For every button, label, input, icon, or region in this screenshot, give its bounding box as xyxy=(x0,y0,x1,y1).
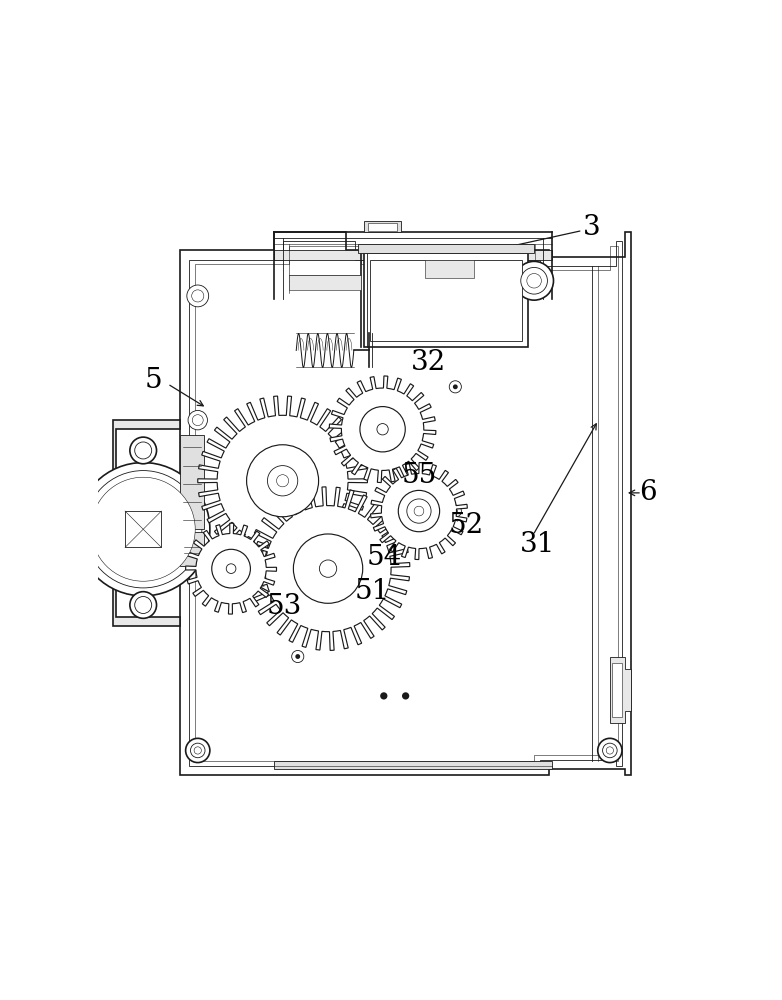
Circle shape xyxy=(603,743,617,758)
Bar xyxy=(125,511,161,547)
Circle shape xyxy=(191,743,205,758)
Text: 54: 54 xyxy=(367,544,402,571)
Circle shape xyxy=(267,466,298,496)
Circle shape xyxy=(292,650,304,663)
Text: 52: 52 xyxy=(449,512,484,539)
Circle shape xyxy=(380,692,387,700)
Circle shape xyxy=(402,692,409,700)
Circle shape xyxy=(521,267,547,294)
Circle shape xyxy=(377,424,388,435)
Circle shape xyxy=(407,499,431,523)
Circle shape xyxy=(515,261,554,300)
Text: 5: 5 xyxy=(145,367,163,394)
Bar xyxy=(425,260,474,278)
Bar xyxy=(289,275,361,290)
Circle shape xyxy=(77,463,210,596)
Circle shape xyxy=(453,384,457,389)
Bar xyxy=(180,435,204,529)
Polygon shape xyxy=(246,487,410,650)
Circle shape xyxy=(296,654,300,659)
Circle shape xyxy=(293,534,363,603)
Circle shape xyxy=(277,475,289,487)
Text: 32: 32 xyxy=(411,349,446,376)
Polygon shape xyxy=(180,232,631,775)
Circle shape xyxy=(192,290,204,302)
Bar xyxy=(371,260,522,341)
Text: 3: 3 xyxy=(583,214,601,241)
Text: 55: 55 xyxy=(401,462,436,489)
Circle shape xyxy=(606,747,614,754)
Circle shape xyxy=(91,477,196,581)
Bar xyxy=(612,663,622,717)
Circle shape xyxy=(449,505,461,517)
Bar xyxy=(364,221,401,232)
Circle shape xyxy=(360,407,405,452)
Circle shape xyxy=(135,442,152,459)
Circle shape xyxy=(212,549,250,588)
Circle shape xyxy=(226,564,236,573)
Bar xyxy=(180,532,204,566)
Polygon shape xyxy=(198,396,368,565)
Circle shape xyxy=(246,445,318,517)
Polygon shape xyxy=(185,523,277,614)
Circle shape xyxy=(319,560,337,577)
Text: 6: 6 xyxy=(639,479,657,506)
Bar xyxy=(358,244,534,253)
Circle shape xyxy=(194,747,202,754)
Text: 51: 51 xyxy=(354,578,390,605)
Circle shape xyxy=(274,472,292,490)
Bar xyxy=(274,761,552,769)
Circle shape xyxy=(130,437,156,464)
Circle shape xyxy=(398,490,439,532)
Circle shape xyxy=(84,471,202,588)
Circle shape xyxy=(135,597,152,613)
Polygon shape xyxy=(329,376,436,483)
Circle shape xyxy=(188,410,207,430)
Text: 53: 53 xyxy=(267,593,302,620)
Circle shape xyxy=(414,506,424,516)
Circle shape xyxy=(130,592,156,618)
Polygon shape xyxy=(371,463,468,560)
Circle shape xyxy=(192,415,203,426)
Polygon shape xyxy=(610,657,631,723)
Text: 31: 31 xyxy=(519,531,554,558)
Circle shape xyxy=(453,509,457,513)
Circle shape xyxy=(187,285,209,307)
Circle shape xyxy=(414,506,424,516)
Polygon shape xyxy=(113,420,180,626)
Circle shape xyxy=(185,738,210,763)
Circle shape xyxy=(527,273,541,288)
Circle shape xyxy=(597,738,622,763)
Bar xyxy=(368,223,397,231)
Circle shape xyxy=(449,381,461,393)
Bar xyxy=(274,250,552,260)
Bar xyxy=(364,253,528,347)
